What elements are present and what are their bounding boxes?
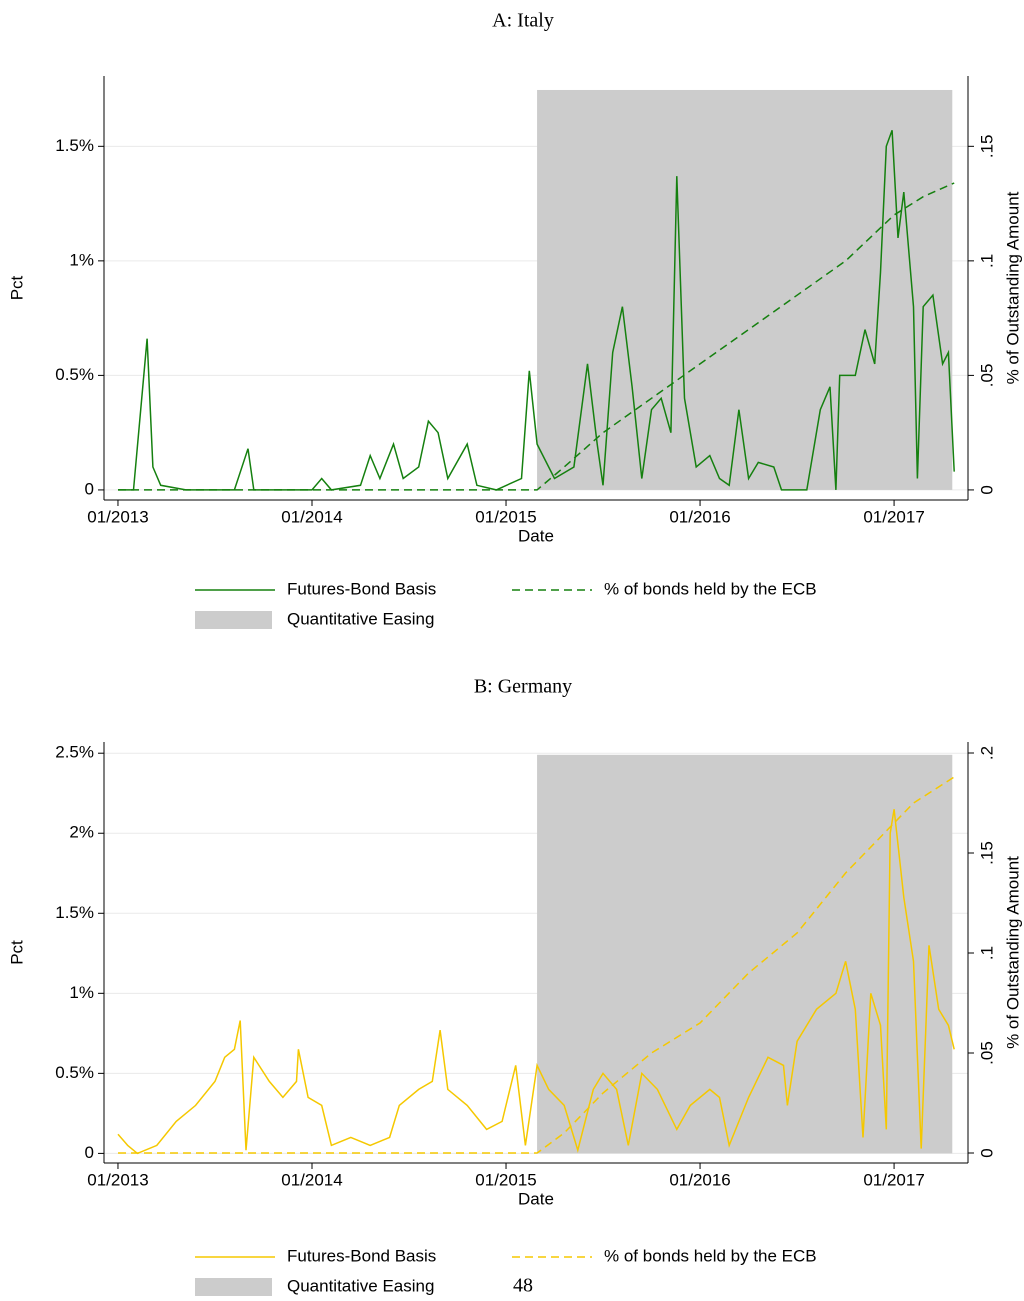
y-tick-label: 2% xyxy=(69,823,94,842)
x-tick-label: 01/2015 xyxy=(475,1170,536,1189)
y-tick-label: 1.5% xyxy=(55,903,94,922)
y-axis-label: Pct xyxy=(7,940,26,965)
y-tick-label: 0.5% xyxy=(55,365,94,384)
chart-title: B: Germany xyxy=(474,676,572,698)
y2-tick-label: .15 xyxy=(977,135,996,159)
y2-tick-label: .15 xyxy=(977,841,996,865)
y-axis-label: Pct xyxy=(7,275,26,300)
y2-axis-label: % of Outstanding Amount xyxy=(1003,191,1022,384)
y-tick-label: 0.5% xyxy=(55,1063,94,1082)
y-tick-label: 1% xyxy=(69,983,94,1002)
legend-label: Quantitative Easing xyxy=(287,1276,434,1295)
y2-tick-label: 0 xyxy=(977,485,996,494)
x-tick-label: 01/2016 xyxy=(669,507,730,526)
series-line xyxy=(118,182,955,491)
y-tick-label: 2.5% xyxy=(55,743,94,762)
x-tick-label: 01/2016 xyxy=(669,1170,730,1189)
y2-tick-label: .05 xyxy=(977,1041,996,1065)
x-tick-label: 01/2017 xyxy=(863,507,924,526)
series-line xyxy=(117,809,955,1155)
x-tick-label: 01/2014 xyxy=(281,1170,342,1189)
y-tick-label: 1% xyxy=(69,250,94,269)
chart-title: A: Italy xyxy=(492,10,554,32)
x-tick-label: 01/2013 xyxy=(87,507,148,526)
y-tick-label: 0 xyxy=(85,479,94,498)
legend-swatch xyxy=(195,1278,272,1296)
page-number: 48 xyxy=(513,1275,533,1297)
y2-tick-label: .1 xyxy=(977,254,996,268)
series-line xyxy=(118,130,955,491)
x-tick-label: 01/2014 xyxy=(281,507,342,526)
legend-label: % of bonds held by the ECB xyxy=(604,579,817,598)
y2-tick-label: .1 xyxy=(977,946,996,960)
x-tick-label: 01/2015 xyxy=(475,507,536,526)
x-tick-label: 01/2017 xyxy=(863,1170,924,1189)
y-tick-label: 1.5% xyxy=(55,136,94,155)
shade-area xyxy=(537,754,953,1154)
legend-label: % of bonds held by the ECB xyxy=(604,1246,817,1265)
y2-tick-label: 0 xyxy=(977,1148,996,1157)
y2-tick-label: .2 xyxy=(977,746,996,760)
legend-label: Futures-Bond Basis xyxy=(287,1246,436,1265)
y2-tick-label: .05 xyxy=(977,364,996,388)
x-tick-label: 01/2013 xyxy=(87,1170,148,1189)
y2-axis-label: % of Outstanding Amount xyxy=(1003,856,1022,1049)
legend-label: Quantitative Easing xyxy=(287,609,434,628)
x-axis-label: Date xyxy=(518,1189,554,1208)
y-tick-label: 0 xyxy=(85,1143,94,1162)
legend-label: Futures-Bond Basis xyxy=(287,579,436,598)
series-line xyxy=(118,776,955,1154)
shade-area xyxy=(537,89,953,490)
x-axis-label: Date xyxy=(518,526,554,545)
legend-swatch xyxy=(195,611,272,629)
